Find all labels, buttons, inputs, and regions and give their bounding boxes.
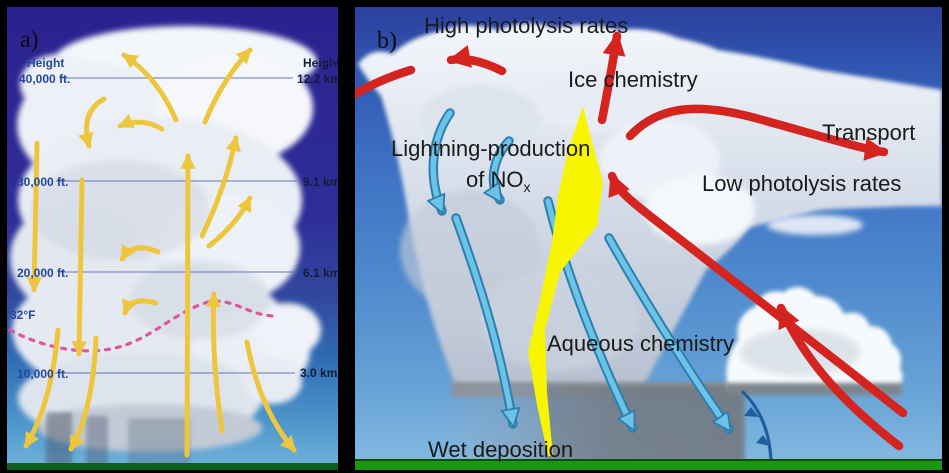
tick-9km: 9.1 km [303,175,340,189]
outflow-bottom-right-arrow [244,339,297,453]
airflow-arrows [23,47,297,458]
wet-deposition-arrow-1 [453,215,513,424]
panel-b: b) High photolysis rates Ice chemistry T… [355,7,942,470]
ice-chemistry-label: Ice chemistry [568,67,698,92]
downdraft-mid-arrow [71,177,87,357]
wet-deposition-arrow-3 [606,235,729,429]
curl-mid-arrow [119,244,161,262]
tick-3km: 3.0 km [300,366,337,380]
updraft-right-low-arrow [206,195,253,249]
updraft-top-right-arrow [202,47,253,125]
freezing-c-label: 0°C [279,311,301,326]
cold-front-symbol [740,389,773,460]
tick-40000ft: 40,000 ft. [19,72,70,86]
transport-label: Transport [822,120,915,145]
aqueous-chemistry-label: Aqueous chemistry [547,331,734,356]
downdraft-left-arrow [26,140,42,293]
inflow-updraft-arrow [205,291,225,434]
rain-streaks [46,412,190,466]
curl-lower-arrow [122,298,159,316]
lightning-production-label: Lightning-production [391,136,590,161]
low-photolysis-label: Low photolysis rates [702,171,901,196]
lightning-bolt [528,106,603,456]
tick-20000ft: 20,000 ft. [17,266,68,280]
outflow-left-tail [355,65,416,100]
ground-strip-a [7,463,338,470]
transport-arrow [625,104,889,161]
wet-deposition-label: Wet deposition [428,437,573,462]
return-flow-lower-arrow [776,303,904,451]
outflow-bottom-mid-arrow [68,335,99,452]
return-flow-upper-arrow [607,171,908,418]
of-nox-label: of NOx [466,167,530,195]
cumulus-base [726,383,902,395]
tick-6km: 6.1 km [303,266,340,280]
red-flow-arrows [355,31,908,451]
nox-subscript: x [523,179,530,195]
downdraft-curl-arrow [78,96,107,149]
downdraft-curl-mid-arrow [494,138,512,200]
downdraft-curl-left-arrow [433,110,453,211]
inflow-left-arrow [117,113,165,132]
ground-strip-b [355,459,942,470]
height-scale-left: Height 40,000 ft. 30,000 ft. 20,000 ft. … [10,56,70,381]
height-scale-right: Height 12.2 km 9.1 km 6.1 km 3.0 km 0°C [279,56,341,380]
tick-12km: 12.2 km [297,72,341,86]
outflow-bottom-left-arrow [23,327,61,449]
high-photolysis-label: High photolysis rates [424,13,628,38]
panel-a: a) Height 40,000 ft. 30,000 ft. 20,000 f… [7,7,341,470]
cloud-top-updraft-arrow [597,31,626,125]
panel-a-label: a) [20,27,39,53]
panel-b-label: b) [377,28,397,54]
main-updraft-arrow [180,153,196,458]
updraft-top-left-arrow [121,52,179,123]
ground-strip-b-edge [355,459,942,461]
freezing-f-label: 32°F [10,308,35,322]
height-title-right: Height [303,56,340,70]
of-no-text: of NO [466,167,523,192]
tick-30000ft: 30,000 ft. [17,175,68,189]
updraft-right-arrow [199,135,241,239]
tick-10000ft: 10,000 ft. [17,367,68,381]
outflow-left-arrow [446,45,507,76]
height-title-left: Height [27,56,64,70]
panel-a-cloud [10,26,321,452]
